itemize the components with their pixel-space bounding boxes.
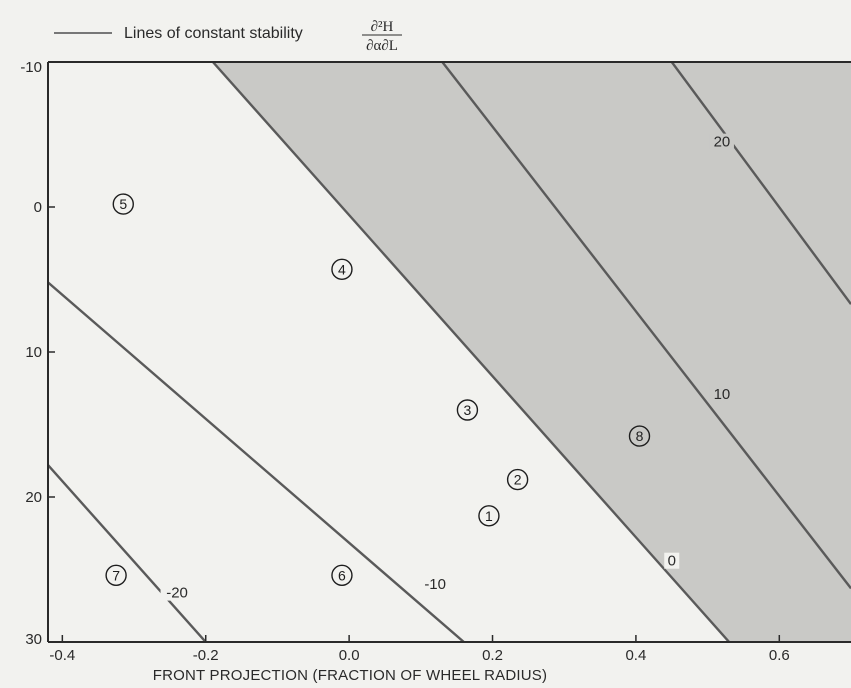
contour-label--20: -20 (166, 585, 188, 602)
x-tick-label: 0.6 (769, 647, 790, 664)
contour-label--10: -10 (424, 576, 446, 593)
point-label-3: 3 (464, 402, 472, 418)
contour-line--10 (48, 281, 465, 642)
point-label-2: 2 (514, 472, 522, 488)
contour-label-bg--20 (160, 584, 194, 601)
point-label-8: 8 (636, 428, 644, 444)
contour-label-bg--10 (418, 575, 452, 592)
x-tick-label: 0.2 (482, 647, 503, 664)
point-marker-8 (628, 425, 651, 447)
point-label-5: 5 (119, 196, 127, 212)
legend: Lines of constant stability ∂²H ∂α∂L (54, 19, 402, 54)
point-marker-3 (456, 399, 479, 421)
point-marker-5 (112, 193, 134, 215)
y-tick-label: 20 (25, 489, 42, 506)
point-label-6: 6 (338, 567, 346, 583)
contour-label-10: 10 (714, 386, 731, 403)
x-tick-label: -0.4 (49, 647, 75, 664)
x-tick-label: 0.0 (339, 647, 360, 664)
contour-label-20: 20 (714, 134, 731, 151)
x-tick-label: -0.2 (193, 647, 219, 664)
point-label-7: 7 (112, 567, 120, 583)
point-marker-1 (478, 505, 500, 527)
point-marker-2 (506, 468, 529, 491)
legend-formula-numerator: ∂²H (371, 19, 394, 35)
contour-label-bg-0 (664, 552, 680, 569)
contour-line-20 (670, 62, 851, 305)
stable-region-shading (212, 62, 851, 642)
x-tick-label: 0.4 (625, 647, 646, 664)
legend-formula-denominator: ∂α∂L (366, 38, 398, 54)
contour-line-10 (441, 62, 851, 590)
plot-area: -20 -10 0 10 20 -0.4 -0.2 0.0 0.2 0.4 0.6 -10 0 10 20 3… (20, 59, 851, 664)
contour-label-0: 0 (668, 553, 676, 570)
point-label-4: 4 (338, 261, 346, 277)
x-axis-title: FRONT PROJECTION (FRACTION OF WHEEL RADI… (153, 667, 547, 684)
contour-line-0 (212, 62, 731, 642)
contour-label-bg-10 (709, 385, 734, 402)
legend-label: Lines of constant stability (124, 25, 303, 42)
y-tick-label: 30 (25, 631, 42, 648)
y-tick-label: 0 (34, 199, 42, 216)
point-marker-6 (331, 564, 353, 586)
point-marker-7 (105, 564, 127, 586)
contour-label-bg-20 (709, 133, 734, 150)
point-marker-4 (331, 258, 353, 281)
point-label-1: 1 (485, 508, 493, 524)
contour-line--20 (48, 464, 207, 642)
y-tick-label: -10 (20, 59, 42, 76)
y-tick-label: 10 (25, 344, 42, 361)
